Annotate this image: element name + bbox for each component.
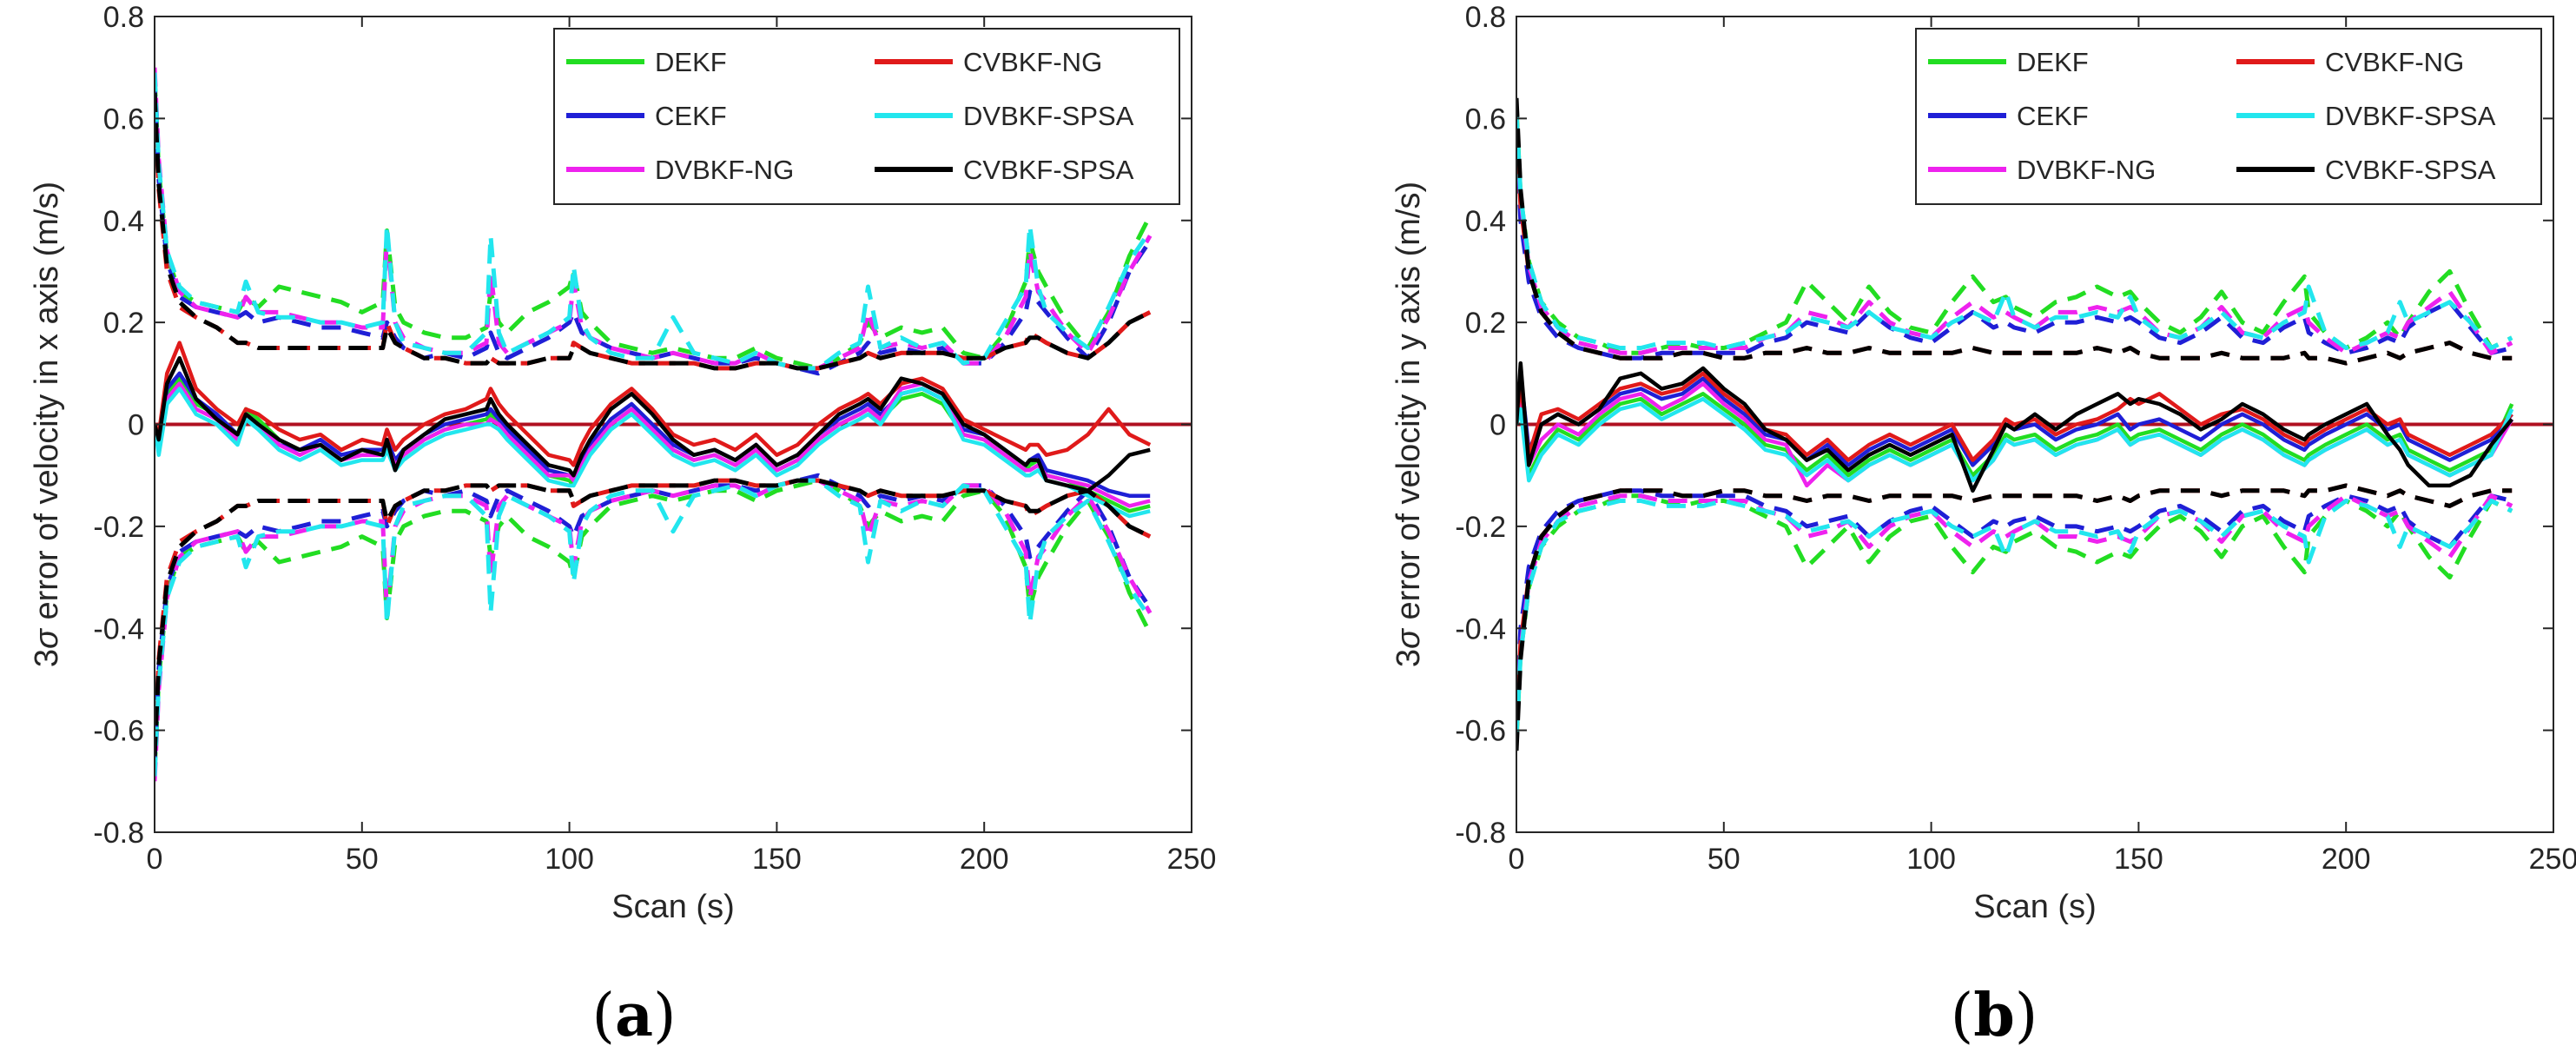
y-tick-label: 0.4 [1465,205,1506,238]
legend-box [553,28,1180,205]
y-tick-label: 0 [128,409,144,442]
legend-label-dvbkf-spsa: DVBKF-SPSA [963,101,1134,131]
y-tick-label: -0.8 [93,817,144,850]
plot-curves [1516,97,2553,751]
x-axis-label: Scan (s) [1973,889,2096,925]
y-tick-label: -0.4 [93,612,144,645]
y-tick-label: 0.8 [1465,1,1506,34]
series-cvbkf-spsa-lower-bound [155,478,1152,757]
y-tick-label: 0.6 [1465,103,1506,136]
x-tick-label: 50 [346,843,379,876]
y-tick-label: -0.6 [93,715,144,748]
series-dvbkf-spsa-error [155,387,1151,519]
series-cekf-lower-bound [1516,488,2513,705]
legend-label-dvbkf-spsa: DVBKF-SPSA [2325,101,2496,131]
chart-panel-b: 0 50 100 150 200 250 -0.8 -0.6 -0.4 -0.2 0 0.2 0.4 0.… [1390,1,2576,1050]
x-tick-label: 200 [960,843,1009,876]
series-dvbkf-spsa-error [1516,396,2514,483]
x-tick-label: 100 [1906,843,1956,876]
y-axis-label: 3σ error of velocity in x axis (m/s) [29,182,65,667]
legend-label-dekf: DEKF [655,47,727,77]
legend: DEKF CEKF DVBKF-NG CVBKF-NG DVBKF-SPSA CVBKF-… [1915,28,2542,205]
series-dvbkf-ng-error [155,381,1151,508]
x-tick-label: 250 [2529,843,2576,876]
series-cekf-upper-bound [1516,143,2513,361]
series-cvbkf-spsa-upper-bound [1516,97,2513,366]
chart-panel-a: 0 50 100 150 200 250 -0.8 -0.6 -0.4 -0.2 0 0.2 0.4 0.… [29,1,1216,1050]
series-dvbkf-ng-upper-bound [1516,118,2513,355]
series-cekf-lower-bound [155,473,1153,761]
legend-label-cvbkf-ng: CVBKF-NG [963,47,1102,77]
y-tick-label: -0.8 [1455,817,1506,850]
x-tick-label: 150 [752,843,802,876]
y-tick-label: -0.2 [93,511,144,544]
x-tick-label: 0 [1509,843,1525,876]
y-tick-label: 0.2 [1465,307,1506,340]
legend-label-cvbkf-spsa: CVBKF-SPSA [963,155,1134,185]
y-axis-label: 3σ error of velocity in y axis (m/s) [1390,182,1427,667]
series-dvbkf-ng-lower-bound [1516,493,2513,731]
legend-label-dvbkf-ng: DVBKF-NG [2017,155,2156,185]
legend-box [1915,28,2542,205]
y-tick-label: 0.8 [103,1,144,34]
legend-label-cvbkf-spsa: CVBKF-SPSA [2325,155,2496,185]
legend-label-dvbkf-ng: DVBKF-NG [655,155,794,185]
y-tick-label: -0.6 [1455,715,1506,748]
x-tick-label: 250 [1167,843,1217,876]
x-tick-label: 50 [1707,843,1740,876]
series-cvbkf-spsa-error [1516,361,2513,493]
panel-caption: (b) [1951,981,2038,1050]
legend-label-dekf: DEKF [2017,47,2089,77]
series-cvbkf-ng-error [155,341,1152,467]
x-tick-label: 150 [2114,843,2163,876]
series-cekf-upper-bound [155,88,1153,376]
x-tick-label: 0 [147,843,163,876]
y-tick-label: 0.2 [103,307,144,340]
y-tick-label: 0.4 [103,205,144,238]
x-tick-label: 200 [2322,843,2371,876]
legend-label-cekf: CEKF [2017,101,2089,131]
y-tick-label: -0.4 [1455,612,1506,645]
y-tick-label: 0.6 [103,103,144,136]
series-cvbkf-spsa-lower-bound [1516,483,2513,751]
legend-label-cekf: CEKF [655,101,727,131]
series-dekf-error [1516,392,2514,478]
plot-curves [155,67,1192,782]
panel-caption: (a) [591,981,676,1050]
legend: DEKF CEKF DVBKF-NG CVBKF-NG DVBKF-SPSA CVBKF-… [553,28,1180,205]
series-cvbkf-spsa-upper-bound [155,92,1152,371]
series-cvbkf-spsa-error [155,355,1151,493]
y-tick-label: 0 [1489,409,1506,442]
legend-label-cvbkf-ng: CVBKF-NG [2325,47,2464,77]
series-dvbkf-spsa-upper-bound [1516,113,2513,350]
series-cvbkf-ng-error [1516,371,2513,462]
x-tick-label: 100 [545,843,594,876]
y-tick-label: -0.2 [1455,511,1506,544]
x-axis-label: Scan (s) [611,889,734,925]
series-dvbkf-spsa-lower-bound [1516,499,2513,736]
